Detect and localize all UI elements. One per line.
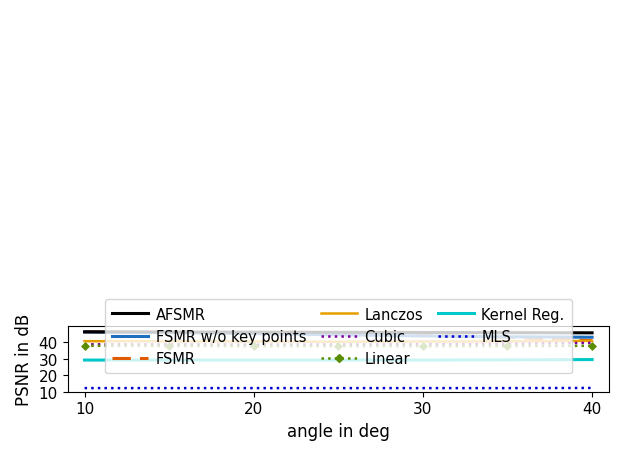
X-axis label: angle in deg: angle in deg bbox=[287, 422, 390, 440]
Legend: AFSMR, FSMR w/o key points, FSMR, Lanczos, Cubic, Linear, Kernel Reg., MLS: AFSMR, FSMR w/o key points, FSMR, Lanczo… bbox=[105, 299, 572, 374]
Y-axis label: PSNR in dB: PSNR in dB bbox=[15, 313, 33, 405]
